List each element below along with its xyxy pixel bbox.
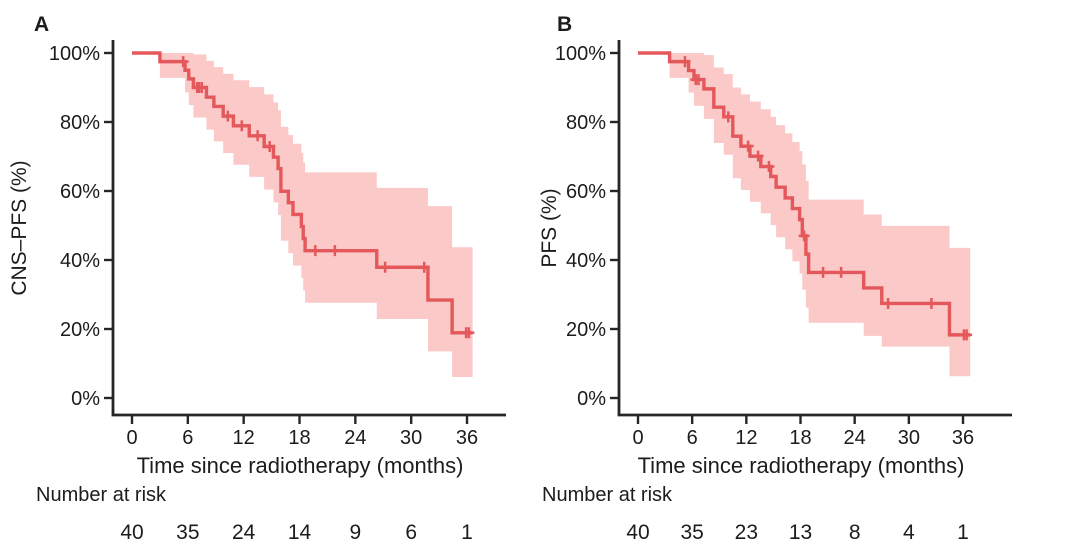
confidence-band	[669, 53, 971, 377]
censor-mark	[925, 297, 937, 309]
x-tick-label: 0	[126, 427, 137, 449]
risk-count: 4	[903, 521, 915, 544]
confidence-band-layer	[159, 53, 473, 377]
x-tick-label: 12	[233, 427, 255, 449]
censor-mark	[264, 140, 276, 152]
censor-mark	[236, 120, 248, 132]
axes-layer	[610, 40, 1012, 424]
risk-count: 6	[405, 521, 417, 544]
y-tick-label: 40%	[566, 250, 606, 272]
censor-mark	[679, 56, 691, 68]
risk-count: 23	[735, 521, 758, 544]
y-tick-label: 80%	[566, 112, 606, 134]
censor-mark	[763, 161, 775, 173]
censor-mark	[742, 140, 754, 152]
risk-count: 14	[288, 521, 312, 544]
y-tick-label: 100%	[555, 43, 606, 65]
censor-mark	[722, 111, 734, 123]
x-axis-title: Time since radiotherapy (months)	[137, 453, 464, 478]
risk-count: 35	[176, 521, 199, 544]
km-panel-b: 0 6 12 18 24 30 36 100% 80% 60% 40% 20% 0% B PFS (%)…	[540, 0, 1080, 551]
km-plot-a: 0 6 12 18 24 30 36 100% 80% 60% 40% 20% 0% A CNS–PFS…	[8, 13, 506, 544]
risk-count: 8	[849, 521, 861, 544]
y-axis-title: CNS–PFS (%)	[8, 160, 31, 295]
risk-count: 1	[461, 521, 473, 544]
y-tick-label: 60%	[566, 181, 606, 203]
y-tick-label: 100%	[49, 43, 100, 65]
censor-mark	[798, 230, 810, 242]
km-curve	[132, 51, 473, 335]
x-tick-label: 30	[400, 427, 422, 449]
x-tick-label: 24	[844, 427, 866, 449]
curve-layer	[132, 51, 473, 335]
x-tick-label: 12	[735, 427, 757, 449]
x-tick-label: 36	[456, 427, 478, 449]
censor-mark	[692, 74, 704, 86]
x-axis-title: Time since radiotherapy (months)	[638, 453, 965, 478]
km-panel-a: 0 6 12 18 24 30 36 100% 80% 60% 40% 20% 0% A CNS–PFS…	[8, 13, 506, 544]
y-tick-label: 20%	[566, 319, 606, 341]
x-tick-label: 6	[182, 427, 193, 449]
censor-mark	[309, 245, 321, 257]
risk-count: 35	[680, 521, 703, 544]
tick-label-layer: 0 6 12 18 24 30 36 100% 80% 60% 40% 20% 0%	[49, 43, 478, 449]
x-tick-label: 18	[288, 427, 310, 449]
censor-layer	[679, 56, 973, 341]
censor-mark	[752, 150, 764, 162]
tick-label-layer: 0 6 12 18 24 30 36 100% 80% 60% 40% 20% 0%	[555, 43, 974, 449]
y-tick-label: 40%	[60, 250, 100, 272]
confidence-band-layer	[669, 53, 971, 377]
panel-letter: A	[34, 13, 49, 36]
km-curve	[638, 51, 971, 337]
censor-mark	[961, 329, 973, 341]
confidence-band	[159, 53, 473, 377]
panel-letter: B	[557, 13, 572, 36]
censor-mark	[196, 82, 208, 93]
risk-counts-layer: 40 35 23 13 8 4 1	[626, 521, 969, 544]
risk-counts-layer: 40 35 24 14 9 6 1	[120, 521, 473, 544]
y-tick-label: 60%	[60, 181, 100, 203]
risk-count: 40	[120, 521, 143, 544]
risk-count: 1	[957, 521, 969, 544]
censor-mark	[835, 266, 847, 278]
risk-table-label: Number at risk	[542, 484, 673, 506]
x-tick-label: 30	[898, 427, 920, 449]
censor-mark	[252, 130, 264, 142]
curve-layer	[638, 51, 971, 337]
censor-mark	[329, 245, 341, 257]
censor-mark	[177, 56, 189, 68]
censor-mark	[817, 266, 829, 278]
y-tick-label: 80%	[60, 112, 100, 134]
y-tick-label: 0%	[577, 388, 606, 410]
y-tick-label: 20%	[60, 319, 100, 341]
censor-mark	[379, 261, 391, 273]
x-tick-label: 18	[789, 427, 811, 449]
risk-count: 24	[232, 521, 256, 544]
y-axis-title: PFS (%)	[540, 188, 561, 267]
censor-mark	[418, 261, 430, 273]
x-tick-label: 0	[632, 427, 643, 449]
risk-count: 40	[626, 521, 649, 544]
censor-mark	[222, 110, 234, 122]
censor-mark	[882, 297, 894, 309]
x-tick-label: 6	[687, 427, 698, 449]
censor-mark	[463, 327, 475, 339]
x-tick-label: 36	[952, 427, 974, 449]
x-tick-label: 24	[344, 427, 366, 449]
risk-count: 13	[789, 521, 812, 544]
risk-table-label: Number at risk	[36, 484, 167, 506]
y-tick-label: 0%	[71, 388, 100, 410]
risk-count: 9	[350, 521, 362, 544]
censor-layer	[177, 56, 475, 339]
axes-layer	[104, 40, 506, 424]
